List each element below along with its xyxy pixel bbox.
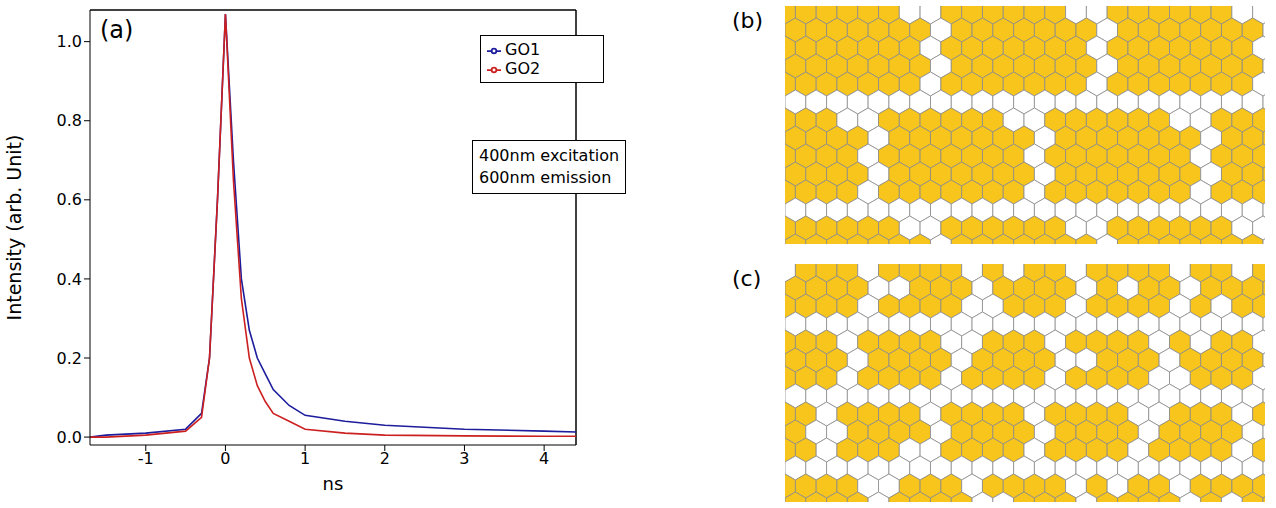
svg-text:ns: ns [323,473,344,494]
svg-text:0.8: 0.8 [57,111,82,130]
html-text:400nm excitation: 400nm excitation [479,146,620,165]
html-text:GO2: GO2 [505,59,541,78]
svg-text:3: 3 [459,449,469,468]
svg-text:0.4: 0.4 [57,270,82,289]
html-text:(b): (b) [732,8,764,33]
html-text:600nm emission: 600nm emission [479,168,612,187]
html-text:(c): (c) [732,266,762,291]
svg-text:1.0: 1.0 [57,32,82,51]
svg-text:Intensity (arb. Unit): Intensity (arb. Unit) [3,135,25,321]
svg-text:0.2: 0.2 [57,349,82,368]
html-text:(a): (a) [100,16,134,44]
html-text:GO1: GO1 [505,40,541,59]
svg-text:0: 0 [220,449,230,468]
svg-text:2: 2 [380,449,390,468]
svg-text:1: 1 [300,449,310,468]
svg-text:0.0: 0.0 [57,428,82,447]
svg-text:0.6: 0.6 [57,190,82,209]
svg-text:4: 4 [539,449,549,468]
svg-text:-1: -1 [138,449,154,468]
